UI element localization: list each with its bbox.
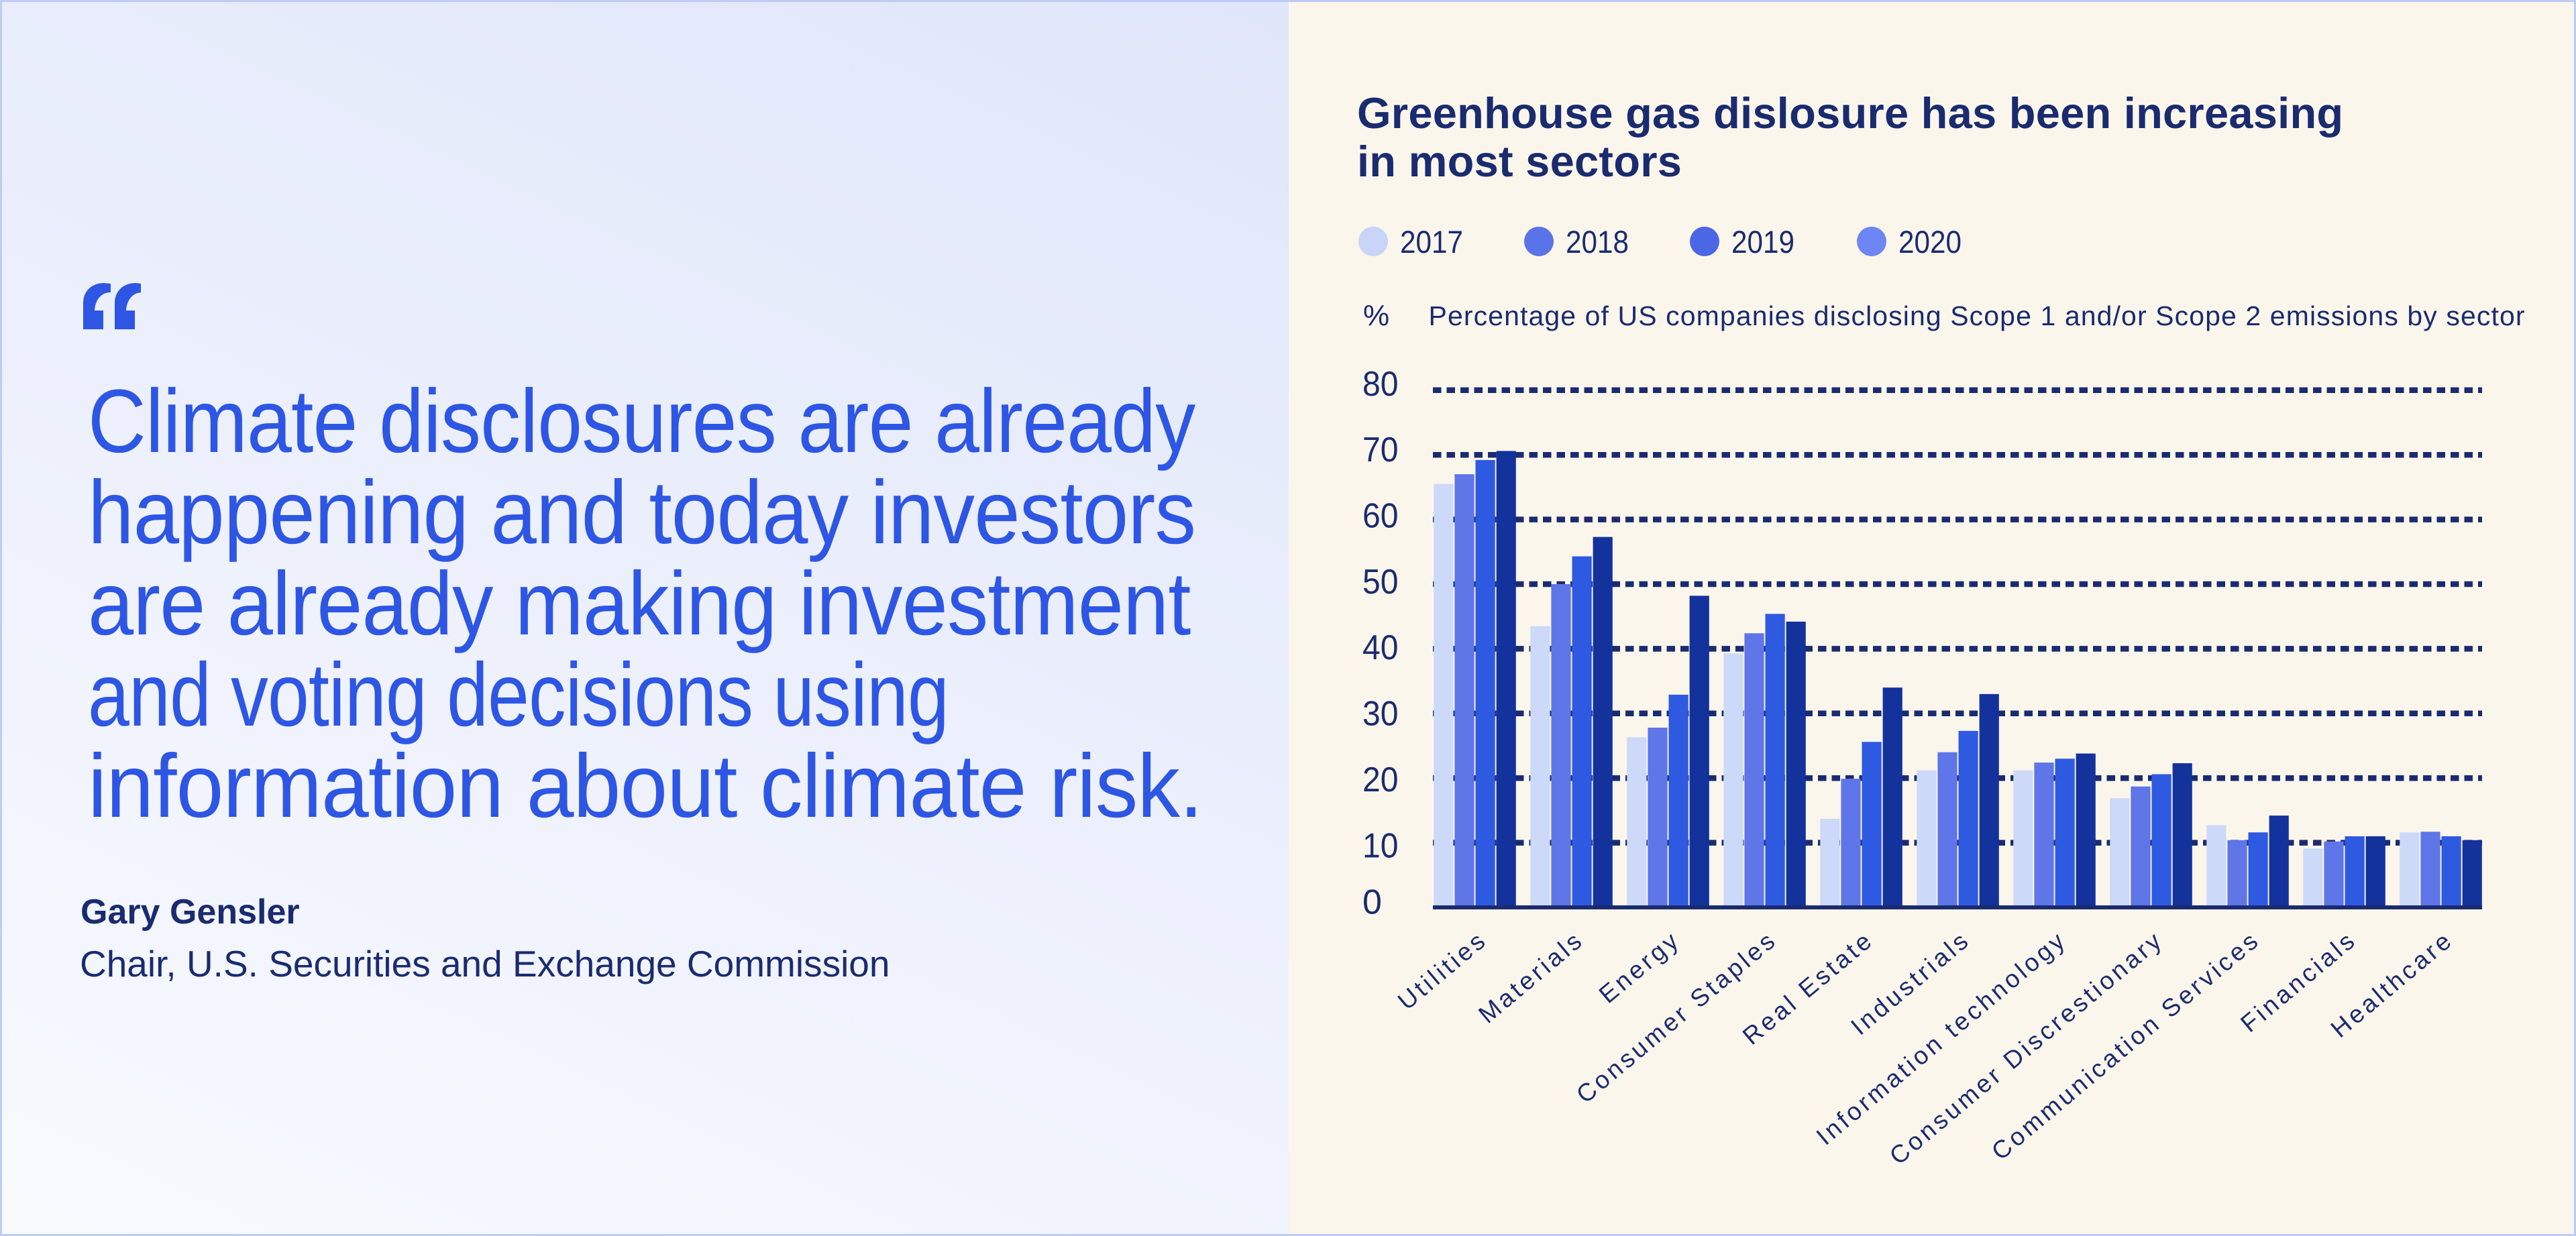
- svg-text:30: 30: [1362, 695, 1399, 734]
- svg-text:70: 70: [1362, 431, 1399, 469]
- svg-text:40: 40: [1362, 628, 1399, 667]
- svg-text:Materials: Materials: [1473, 925, 1589, 1029]
- svg-text:2019: 2019: [1731, 224, 1794, 260]
- svg-text:Utilities: Utilities: [1393, 925, 1493, 1015]
- svg-text:10: 10: [1362, 826, 1399, 865]
- svg-text:Percentage of US companies dis: Percentage of US companies disclosing Sc…: [1429, 300, 2525, 331]
- svg-text:Energy: Energy: [1594, 925, 1686, 1009]
- svg-text:2018: 2018: [1566, 224, 1629, 260]
- svg-text:0: 0: [1362, 883, 1382, 922]
- svg-text:50: 50: [1362, 563, 1399, 602]
- svg-text:2020: 2020: [1898, 224, 1962, 260]
- svg-text:80: 80: [1362, 365, 1399, 404]
- svg-text:20: 20: [1362, 761, 1399, 799]
- svg-text:2017: 2017: [1400, 224, 1463, 260]
- svg-text:60: 60: [1362, 497, 1399, 536]
- svg-text:%: %: [1363, 299, 1389, 332]
